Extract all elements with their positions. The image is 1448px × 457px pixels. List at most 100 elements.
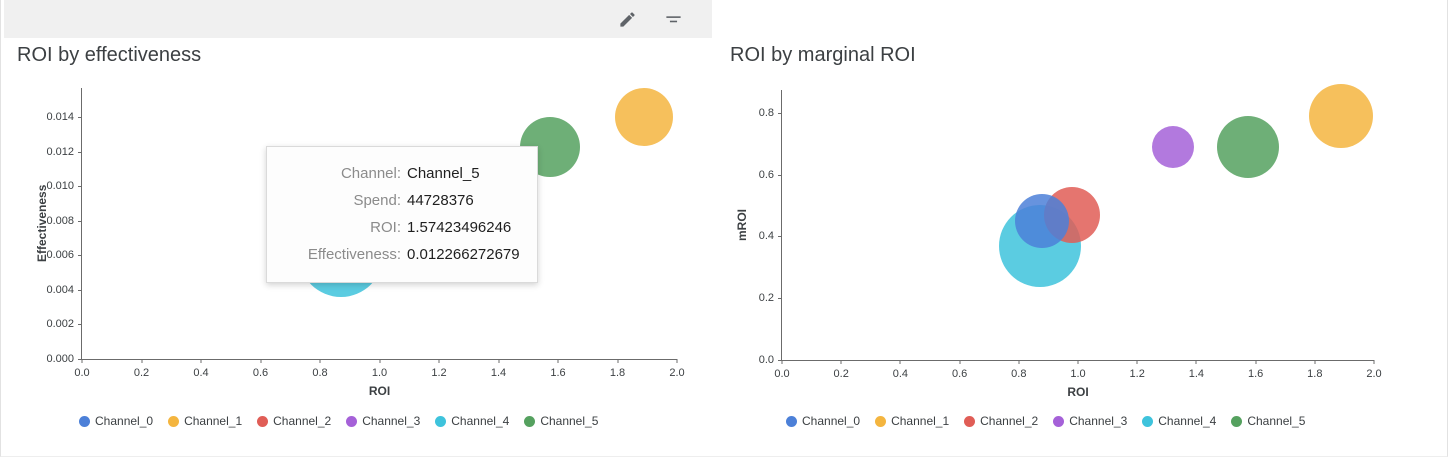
x-tick-mark xyxy=(1195,360,1197,364)
legend-label: Channel_0 xyxy=(802,414,861,428)
edit-button[interactable] xyxy=(614,6,640,32)
x-tick-mark xyxy=(319,359,321,363)
y-tick-mark xyxy=(778,174,783,176)
filter-button[interactable] xyxy=(660,6,686,32)
x-tick-label: 0.6 xyxy=(252,367,269,379)
legend-dot xyxy=(257,415,269,427)
chart-title: ROI by effectiveness xyxy=(17,44,202,66)
y-tick-mark xyxy=(78,186,82,188)
y-tick-mark xyxy=(778,236,783,238)
legend-dot xyxy=(524,415,536,427)
legend-label: Channel_3 xyxy=(1069,414,1128,428)
x-tick-mark xyxy=(438,359,440,363)
legend-label: Channel_1 xyxy=(184,414,243,428)
x-tick-mark xyxy=(899,360,901,364)
panel-roi-by-marginal-roi: ROI by marginal ROI mROI ROI 0.0 0.2 0.4 0.… xyxy=(712,0,1447,456)
y-tick-label: 0.002 xyxy=(46,318,74,331)
x-tick-mark xyxy=(200,359,202,363)
bubble-Channel_0[interactable] xyxy=(1015,193,1070,248)
y-tick-mark xyxy=(778,298,783,300)
legend-item-Channel_2[interactable]: Channel_2 xyxy=(964,414,1038,428)
x-tick-label: 0.8 xyxy=(1011,368,1027,380)
x-tick-mark xyxy=(781,360,783,364)
legend-item-Channel_3[interactable]: Channel_3 xyxy=(1053,414,1127,428)
x-tick-mark xyxy=(959,360,961,364)
legend-dot xyxy=(1231,415,1243,427)
y-tick-label: 0.004 xyxy=(46,283,74,296)
legend-dot xyxy=(1053,415,1065,427)
pencil-icon xyxy=(619,11,635,27)
bubble-Channel_1[interactable] xyxy=(615,88,674,147)
x-tick-label: 1.0 xyxy=(371,367,388,379)
legend-label: Channel_3 xyxy=(362,414,421,428)
x-tick-label: 0.0 xyxy=(74,367,90,379)
y-tick-label: 0.014 xyxy=(46,111,74,124)
y-axis-label: mROI xyxy=(735,209,750,242)
x-tick-mark xyxy=(260,359,261,363)
y-tick-mark xyxy=(78,359,82,360)
y-tick-label: 0.0 xyxy=(758,354,775,366)
panel-roi-by-effectiveness: ROI by effectiveness Effectiveness ROI 0… xyxy=(1,0,712,456)
bubble-Channel_5[interactable] xyxy=(1216,115,1279,178)
legend-item-Channel_4[interactable]: Channel_4 xyxy=(435,414,509,428)
x-tick-mark xyxy=(1136,360,1138,364)
legend-label: Channel_2 xyxy=(980,414,1039,428)
x-tick-label: 2.0 xyxy=(1366,368,1382,380)
tooltip: Channel: Channel_5 Spend: 44728376 ROI: 1.574… xyxy=(266,146,538,283)
legend-item-Channel_1[interactable]: Channel_1 xyxy=(168,414,242,428)
legend-item-Channel_3[interactable]: Channel_3 xyxy=(346,414,420,428)
y-tick-label: 0.006 xyxy=(46,249,74,262)
legend-label: Channel_4 xyxy=(1158,414,1217,428)
x-tick-mark xyxy=(379,359,380,363)
tooltip-value: 44728376 xyxy=(407,192,474,209)
bubble-Channel_1[interactable] xyxy=(1309,83,1374,148)
tooltip-label: Spend: xyxy=(353,192,401,209)
x-tick-mark xyxy=(498,359,499,363)
legend-label: Channel_2 xyxy=(273,414,332,428)
legend-label: Channel_1 xyxy=(891,414,950,428)
y-tick-mark xyxy=(778,112,783,114)
x-tick-mark xyxy=(617,359,618,363)
x-tick-mark xyxy=(557,359,559,363)
chart-title: ROI by marginal ROI xyxy=(730,44,916,66)
legend-item-Channel_5[interactable]: Channel_5 xyxy=(524,414,598,428)
y-tick-mark xyxy=(78,117,82,119)
bubble-Channel_3[interactable] xyxy=(1151,125,1194,168)
y-tick-label: 0.010 xyxy=(46,180,74,193)
legend-dot xyxy=(786,415,798,427)
legend-dot xyxy=(346,415,358,427)
y-tick-mark xyxy=(78,324,82,326)
y-tick-label: 0.000 xyxy=(46,353,74,365)
legend-item-Channel_4[interactable]: Channel_4 xyxy=(1142,414,1216,428)
tooltip-label: Channel: xyxy=(340,165,401,182)
x-tick-label: 0.2 xyxy=(133,367,150,379)
x-tick-label: 0.6 xyxy=(951,368,968,380)
legend-item-Channel_0[interactable]: Channel_0 xyxy=(786,414,860,428)
x-tick-mark xyxy=(1018,360,1020,364)
y-tick-label: 0.2 xyxy=(758,292,775,305)
x-axis-label: ROI xyxy=(368,384,391,398)
tooltip-value: 0.012266272679 xyxy=(407,246,520,263)
tooltip-row: Spend: 44728376 xyxy=(283,188,521,214)
legend-item-Channel_2[interactable]: Channel_2 xyxy=(257,414,331,428)
legend-item-Channel_0[interactable]: Channel_0 xyxy=(79,414,153,428)
x-tick-mark xyxy=(676,359,678,363)
x-tick-mark xyxy=(1314,360,1316,364)
toolbar xyxy=(4,0,712,38)
tooltip-row: ROI: 1.57423496246 xyxy=(283,215,521,241)
legend-dot xyxy=(79,415,90,427)
x-tick-label: 1.4 xyxy=(490,367,507,379)
y-tick-mark xyxy=(78,255,82,257)
legend-item-Channel_5[interactable]: Channel_5 xyxy=(1231,414,1305,428)
legend-dot xyxy=(435,415,447,427)
x-axis-label: ROI xyxy=(1067,385,1089,399)
y-tick-label: 0.6 xyxy=(758,168,775,181)
tooltip-row: Effectiveness: 0.012266272679 xyxy=(283,242,521,268)
x-tick-label: 0.8 xyxy=(312,367,328,379)
plot-area-mroi: mROI ROI 0.0 0.2 0.4 0.6 0.8 0.0 0.2 0.4 0.6 0.8 1… xyxy=(735,83,1382,399)
y-tick-mark xyxy=(78,289,82,291)
y-tick-mark xyxy=(778,360,783,361)
legend-item-Channel_1[interactable]: Channel_1 xyxy=(875,414,949,428)
x-tick-mark xyxy=(141,359,142,363)
